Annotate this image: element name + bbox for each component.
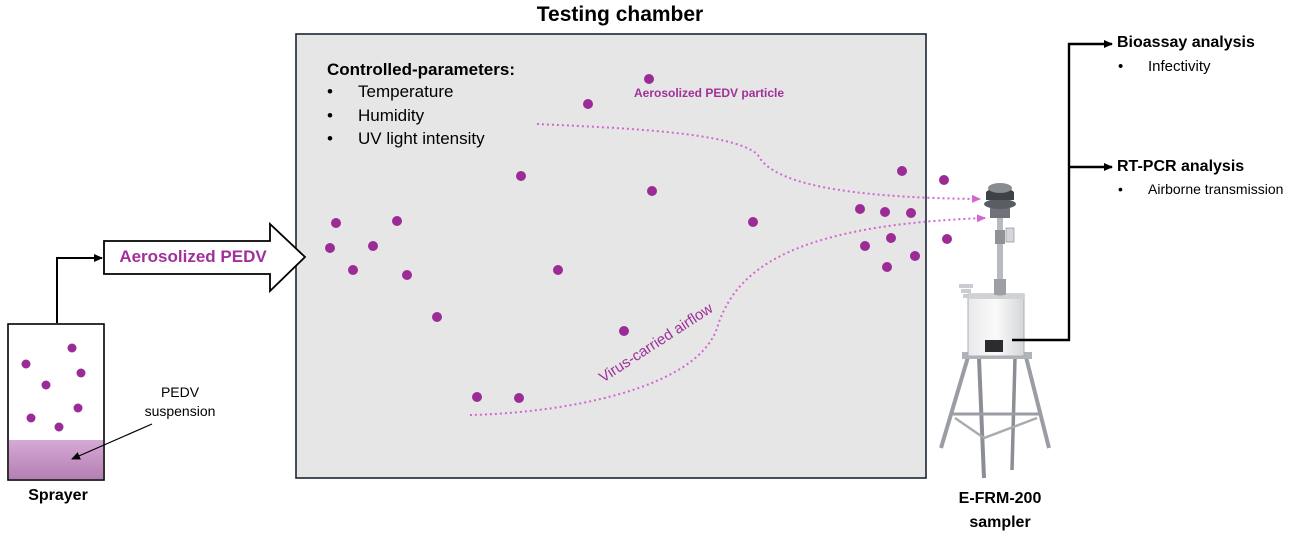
suspension-label-line: PEDV xyxy=(160,384,200,400)
analysis-item-label: Airborne transmission xyxy=(1148,181,1284,197)
aerosol-particle xyxy=(402,270,412,280)
aerosolized-pedv-arrow xyxy=(103,221,307,294)
sprayer-particles xyxy=(21,343,86,432)
sampler-device xyxy=(939,183,1051,479)
aerosol-particle xyxy=(514,393,524,403)
aerosol-particle xyxy=(882,262,892,272)
aerosol-particle xyxy=(73,403,83,413)
aerosol-particle xyxy=(860,241,870,251)
aerosol-particle xyxy=(325,243,335,253)
aerosol-particle xyxy=(26,413,36,423)
sampler-label-line: sampler xyxy=(969,514,1031,531)
aerosol-particle xyxy=(432,312,442,322)
aerosol-particle xyxy=(583,99,593,109)
aerosol-particle xyxy=(472,392,482,402)
sprayer-connector xyxy=(56,254,103,323)
sprayer-label: Sprayer xyxy=(28,487,88,504)
sampler-particles xyxy=(855,166,952,272)
aerosol-particle xyxy=(906,208,916,218)
aerosol-particle xyxy=(897,166,907,176)
aerosol-particle xyxy=(553,265,563,275)
parameter-humidity: • Humidity xyxy=(327,106,424,126)
bullet-glyph: • xyxy=(1118,58,1124,75)
aerosol-particle xyxy=(76,368,86,378)
aerosol-particle xyxy=(368,241,378,251)
airflow-path-upper xyxy=(536,123,981,203)
aerosol-particle xyxy=(54,422,64,432)
bioassay-analysis-item: • Infectivity xyxy=(1118,58,1211,75)
aerosol-particle xyxy=(910,251,920,261)
airflow-path-lower xyxy=(469,214,986,416)
bullet-glyph: • xyxy=(327,129,333,148)
suspension-label: PEDV suspension xyxy=(140,383,220,421)
aerosol-particle xyxy=(855,204,865,214)
aerosol-particle xyxy=(331,218,341,228)
aerosolized-pedv-label: Aerosolized PEDV xyxy=(119,247,267,266)
bullet-glyph: • xyxy=(327,82,333,101)
aerosol-particle xyxy=(880,207,890,217)
aerosol-particle xyxy=(516,171,526,181)
controlled-parameters-title: Controlled-parameters: xyxy=(327,60,515,79)
aerosol-particle xyxy=(942,234,952,244)
rt-pcr-analysis-item: • Airborne transmission xyxy=(1118,181,1283,197)
rt-pcr-analysis-title: RT-PCR analysis xyxy=(1117,158,1245,175)
sampler-label: E-FRM-200 sampler xyxy=(935,487,1065,535)
analysis-item-label: Infectivity xyxy=(1148,58,1211,75)
particle-label: Aerosolized PEDV particle xyxy=(634,86,785,100)
chamber-particles xyxy=(325,74,758,403)
aerosol-particle xyxy=(748,217,758,227)
sprayer-suspension-fill xyxy=(9,440,103,479)
aerosol-particle xyxy=(619,326,629,336)
bullet-glyph: • xyxy=(1118,181,1123,197)
aerosol-particle xyxy=(21,359,31,369)
suspension-label-line: suspension xyxy=(144,403,216,419)
bioassay-analysis-title: Bioassay analysis xyxy=(1117,34,1255,51)
parameter-label: Temperature xyxy=(358,82,454,101)
aerosol-particle xyxy=(392,216,402,226)
parameter-label: UV light intensity xyxy=(358,129,485,148)
chamber-title: Testing chamber xyxy=(536,3,704,26)
aerosol-particle xyxy=(886,233,896,243)
aerosol-particle xyxy=(41,380,51,390)
aerosol-particle xyxy=(67,343,77,353)
suspension-pointer xyxy=(71,423,153,460)
parameter-temperature: • Temperature xyxy=(327,82,453,102)
sampler-output-connector xyxy=(1012,40,1113,342)
aerosol-particle xyxy=(644,74,654,84)
parameter-label: Humidity xyxy=(358,106,425,125)
sprayer-container xyxy=(7,323,105,481)
aerosol-particle xyxy=(348,265,358,275)
parameter-uv-light: • UV light intensity xyxy=(327,129,485,149)
aerosol-particle xyxy=(939,175,949,185)
aerosol-particle xyxy=(647,186,657,196)
testing-chamber-box xyxy=(295,33,927,479)
bullet-glyph: • xyxy=(327,106,333,125)
sampler-label-line: E-FRM-200 xyxy=(958,490,1042,507)
